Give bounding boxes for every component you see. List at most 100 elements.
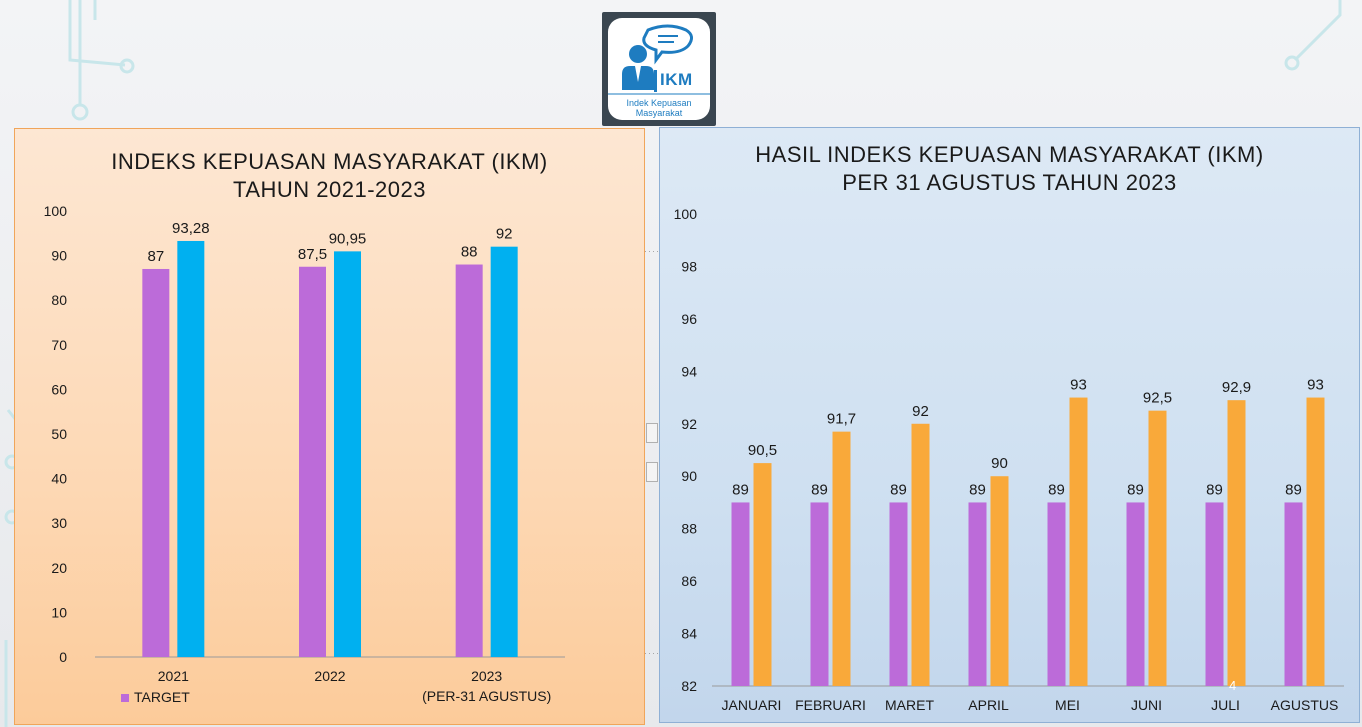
y-tick-label: 0 [59,649,67,665]
x-tick-label: 2021 [158,668,189,684]
x-tick-label: JUNI [1131,697,1162,713]
data-label-target: 89 [969,481,986,498]
data-label-target: 87,5 [298,246,327,263]
dotted-connector-top: ···· [644,246,660,256]
x-tick-label: APRIL [968,697,1009,713]
bar-actual [990,476,1009,686]
data-label-target: 87 [147,248,164,265]
bar-actual [911,423,930,686]
resize-handle-top[interactable] [646,423,658,443]
data-label-actual: 90,95 [329,230,367,247]
x-tick-label: AGUSTUS [1271,697,1339,713]
bar-actual [753,463,772,686]
x-tick-sublabel: (PER-31 AGUSTUS) [422,688,551,704]
x-tick-label: MEI [1055,697,1080,713]
y-tick-label: 84 [681,626,697,642]
x-tick-label: FEBRUARI [795,697,866,713]
y-tick-label: 10 [51,604,67,620]
x-tick-label: 2023 [471,668,502,684]
bar-actual [1306,397,1325,686]
y-tick-label: 80 [51,292,67,308]
data-label-actual: 92,5 [1143,390,1172,407]
y-tick-label: 60 [51,381,67,397]
ikm-logo: IKM Indek Kepuasan Masyarakat [602,12,716,126]
bar-target [968,502,987,686]
data-label-target: 88 [461,244,478,261]
y-tick-label: 90 [51,248,67,264]
bar-actual [334,251,361,657]
logo-subtitle-line2: Masyarakat [635,108,683,118]
bar-target [1205,502,1224,686]
logo-ikm-text: IKM [660,70,693,89]
y-tick-label: 82 [681,678,697,694]
bar-actual [1148,410,1167,686]
stray-page-number: 4 [1229,678,1237,693]
bar-target [889,502,908,686]
data-label-actual: 93 [1307,377,1324,394]
legend-target-label: TARGET [134,689,190,705]
y-tick-label: 94 [681,363,697,379]
data-label-actual: 92,9 [1222,379,1251,396]
x-tick-label: JANUARI [722,697,782,713]
bar-target [731,502,750,686]
data-label-actual: 93,28 [172,220,210,237]
bar-target [1284,502,1303,686]
bar-target [455,264,483,657]
y-tick-label: 70 [51,337,67,353]
y-tick-label: 90 [681,468,697,484]
left-bar-chart: 0 10 20 30 40 50 60 70 80 90 100 2021 87 93,28 2022 87,… [44,203,565,704]
logo-subtitle-line1: Indek Kepuasan [626,98,692,108]
bar-actual [177,240,205,657]
data-label-target: 89 [1285,481,1302,498]
data-label-target: 89 [1206,481,1223,498]
right-chart-title-line1: HASIL INDEKS KEPUASAN MASYARAKAT (IKM) [755,142,1264,167]
bar-target [1047,502,1066,686]
right-chart-panel: HASIL INDEKS KEPUASAN MASYARAKAT (IKM) P… [659,127,1360,723]
left-chart-panel: INDEKS KEPUASAN MASYARAKAT (IKM) TAHUN 2… [14,128,645,725]
data-label-actual: 92 [912,403,929,420]
x-tick-label: MARET [885,697,934,713]
bar-actual [490,246,518,657]
legend-target-swatch [121,694,129,703]
y-tick-label: 92 [681,416,697,432]
y-tick-label: 86 [681,573,697,589]
ikm-logo-card: IKM Indek Kepuasan Masyarakat [608,18,710,120]
data-label-actual: 91,7 [827,411,856,428]
data-label-target: 89 [1048,481,1065,498]
right-chart-title-line2: PER 31 AGUSTUS TAHUN 2023 [842,170,1177,195]
left-chart-title-line1: INDEKS KEPUASAN MASYARAKAT (IKM) [111,149,548,174]
left-chart-title-line2: TAHUN 2021-2023 [233,177,426,202]
data-label-actual: 90 [991,455,1008,472]
data-label-actual: 90,5 [748,442,777,459]
bar-actual [832,431,851,686]
data-label-target: 89 [1127,481,1144,498]
resize-handle-bottom[interactable] [646,462,658,482]
data-label-actual: 93 [1070,377,1087,394]
y-tick-label: 20 [51,560,67,576]
x-tick-label: JULI [1211,697,1240,713]
bar-actual [1069,397,1088,686]
y-tick-label: 98 [681,258,697,274]
y-tick-label: 40 [51,471,67,487]
y-tick-label: 30 [51,515,67,531]
x-tick-label: 2022 [314,668,345,684]
bar-target [810,502,829,686]
dotted-connector-bottom: ···· [644,648,660,658]
bar-target [142,268,170,657]
legend-target: TARGET [121,689,190,705]
y-tick-label: 88 [681,521,697,537]
y-tick-label: 100 [44,203,68,219]
bar-target [299,266,326,657]
data-label-target: 89 [811,481,828,498]
y-tick-label: 50 [51,426,67,442]
right-bar-chart: 82 84 86 88 90 92 94 96 98 100 JANUARI 89 90,5 FEBRUA… [674,206,1344,713]
data-label-target: 89 [890,481,907,498]
bar-target [1126,502,1145,686]
y-tick-label: 96 [681,311,697,327]
person-with-speech-bubble-icon [608,24,710,95]
y-tick-label: 100 [674,206,698,222]
data-label-target: 89 [732,481,749,498]
data-label-actual: 92 [496,226,513,243]
bar-actual [1227,400,1246,686]
